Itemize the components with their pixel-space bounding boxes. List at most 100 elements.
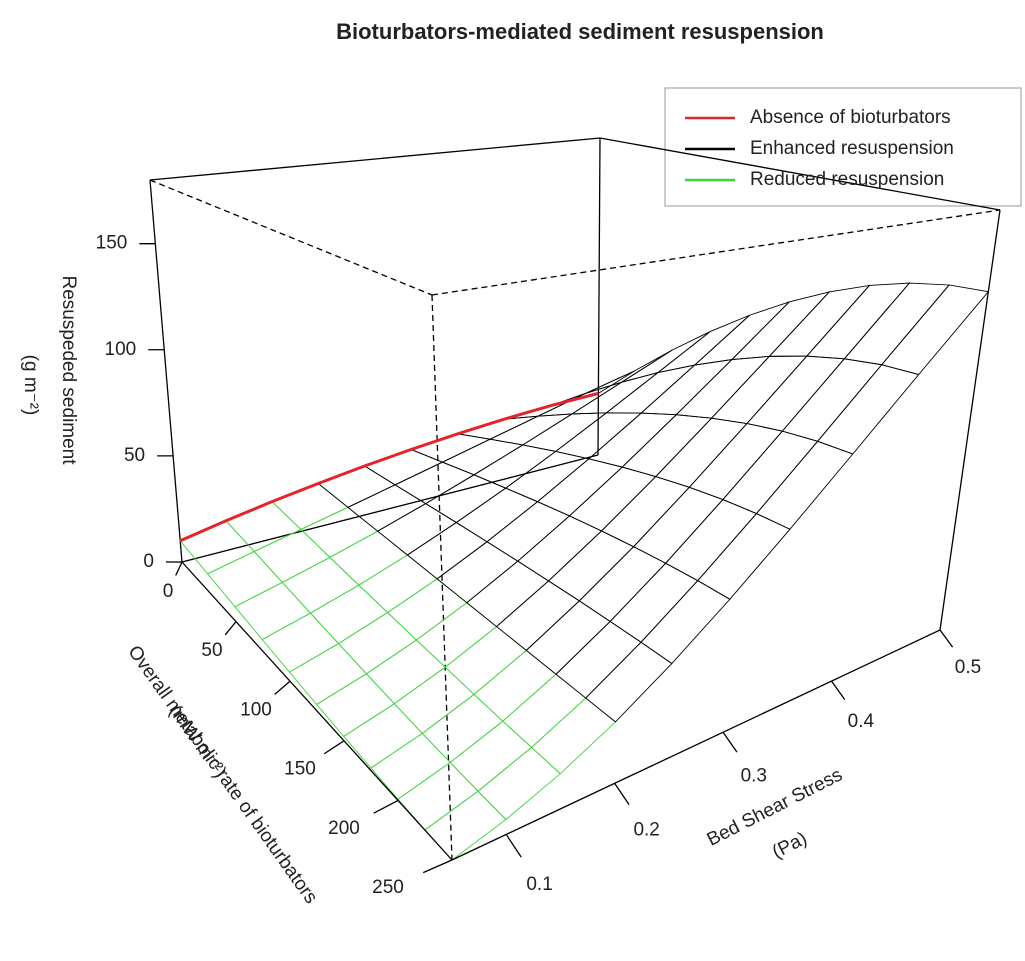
z-axis-unit: (g m⁻²) [20,355,41,416]
baseline-line [179,391,599,543]
surface-cell [746,355,846,432]
surface-cell [288,643,368,706]
surface-cell [206,550,284,608]
surface-cell [843,282,951,366]
surface-cell [880,284,990,376]
surface-cell [568,466,657,532]
x-tick [939,629,954,648]
surface-cell [710,355,808,424]
x-tick-label: 0.5 [955,657,981,678]
surface-cell [337,611,418,675]
surface-cell [234,581,312,641]
surface-cell [621,414,713,478]
x-axis-unit: (Pa) [769,828,811,863]
y-tick [175,561,183,576]
surface-cell [424,790,507,861]
surface-cell [693,301,790,366]
surface-cell [688,423,784,501]
x-tick-label: 0.3 [741,765,767,786]
z-tick-label: 150 [96,233,128,254]
x-tick-label: 0.1 [526,874,552,895]
surface-cell [768,284,871,357]
surface-cell [587,412,678,468]
box-edge [431,209,1001,296]
surface-cell [363,449,444,486]
surface-cell [621,331,711,383]
surface-cell [386,578,468,641]
surface-cell [517,515,603,582]
surface-cell [309,584,389,645]
surface-cell [343,703,423,769]
y-tick [274,680,291,695]
surface-cell [640,358,734,416]
surface-cell [315,673,396,738]
surface-cell [547,530,635,602]
surface-cell [521,412,608,452]
surface-cell [605,364,697,414]
surface-cell [632,486,724,564]
surface-cell [530,697,617,775]
x-tick [831,680,846,700]
surface-cell [609,562,699,643]
surface-cell [347,484,427,532]
surface-cell [816,364,920,455]
legend-label: Reduced resuspension [750,169,944,190]
axis-line [181,561,453,861]
surface-cell [358,554,438,614]
surface-cell [329,530,409,586]
surface-cell [600,476,691,548]
y-tick [224,621,237,636]
x-tick-label: 0.2 [633,820,659,841]
surface-cell [477,746,561,821]
y-tick-label: 200 [328,818,360,839]
surface-cell [654,417,748,488]
surface-cell [504,450,590,503]
surface-cell [253,528,331,583]
surface-cell [755,440,854,530]
y-tick-label: 0 [163,581,174,602]
y-tick [373,799,399,814]
surface-cell [578,546,667,623]
z-tick-label: 100 [105,339,137,360]
z-tick-label: 50 [124,445,145,466]
surface-cell [697,512,791,600]
z-tick-label: 0 [143,551,154,572]
y-tick-label: 250 [372,877,404,898]
y-tick [323,740,345,755]
surface-cell [179,520,255,575]
surface-cell [722,430,819,515]
x-tick [505,834,522,858]
box-edge [149,137,601,181]
z-axis-title: Resuspeded sediment [58,275,79,465]
box-edge [149,179,433,296]
surface-cell [365,639,446,705]
box-edge [597,137,601,456]
y-tick [422,859,453,874]
box-edge [599,137,1001,211]
surface-cell [370,732,451,800]
surface-cell [281,556,360,614]
surface-cell [555,620,642,699]
surface-cell [393,666,475,735]
axis-line [451,629,941,861]
surface-cell [730,291,831,361]
box-edge [181,454,599,563]
surface-cell [781,358,883,442]
surface-cell [225,501,302,553]
legend-label: Absence of bioturbators [750,107,951,128]
y-tick-label: 100 [240,699,272,720]
x-tick [614,782,630,805]
x-tick-label: 0.4 [848,711,875,732]
chart-title: Bioturbators-mediated sediment resuspens… [336,19,824,44]
surface-cell [415,602,498,668]
box-edge [431,294,453,861]
surface-cell [317,465,397,508]
box-edge [149,179,183,563]
surface-cell [397,761,479,831]
surface-cell [664,498,758,582]
surface-cell [376,503,458,556]
legend-box [664,87,1022,207]
surface-cell [805,282,911,360]
surface-cell [640,580,731,665]
